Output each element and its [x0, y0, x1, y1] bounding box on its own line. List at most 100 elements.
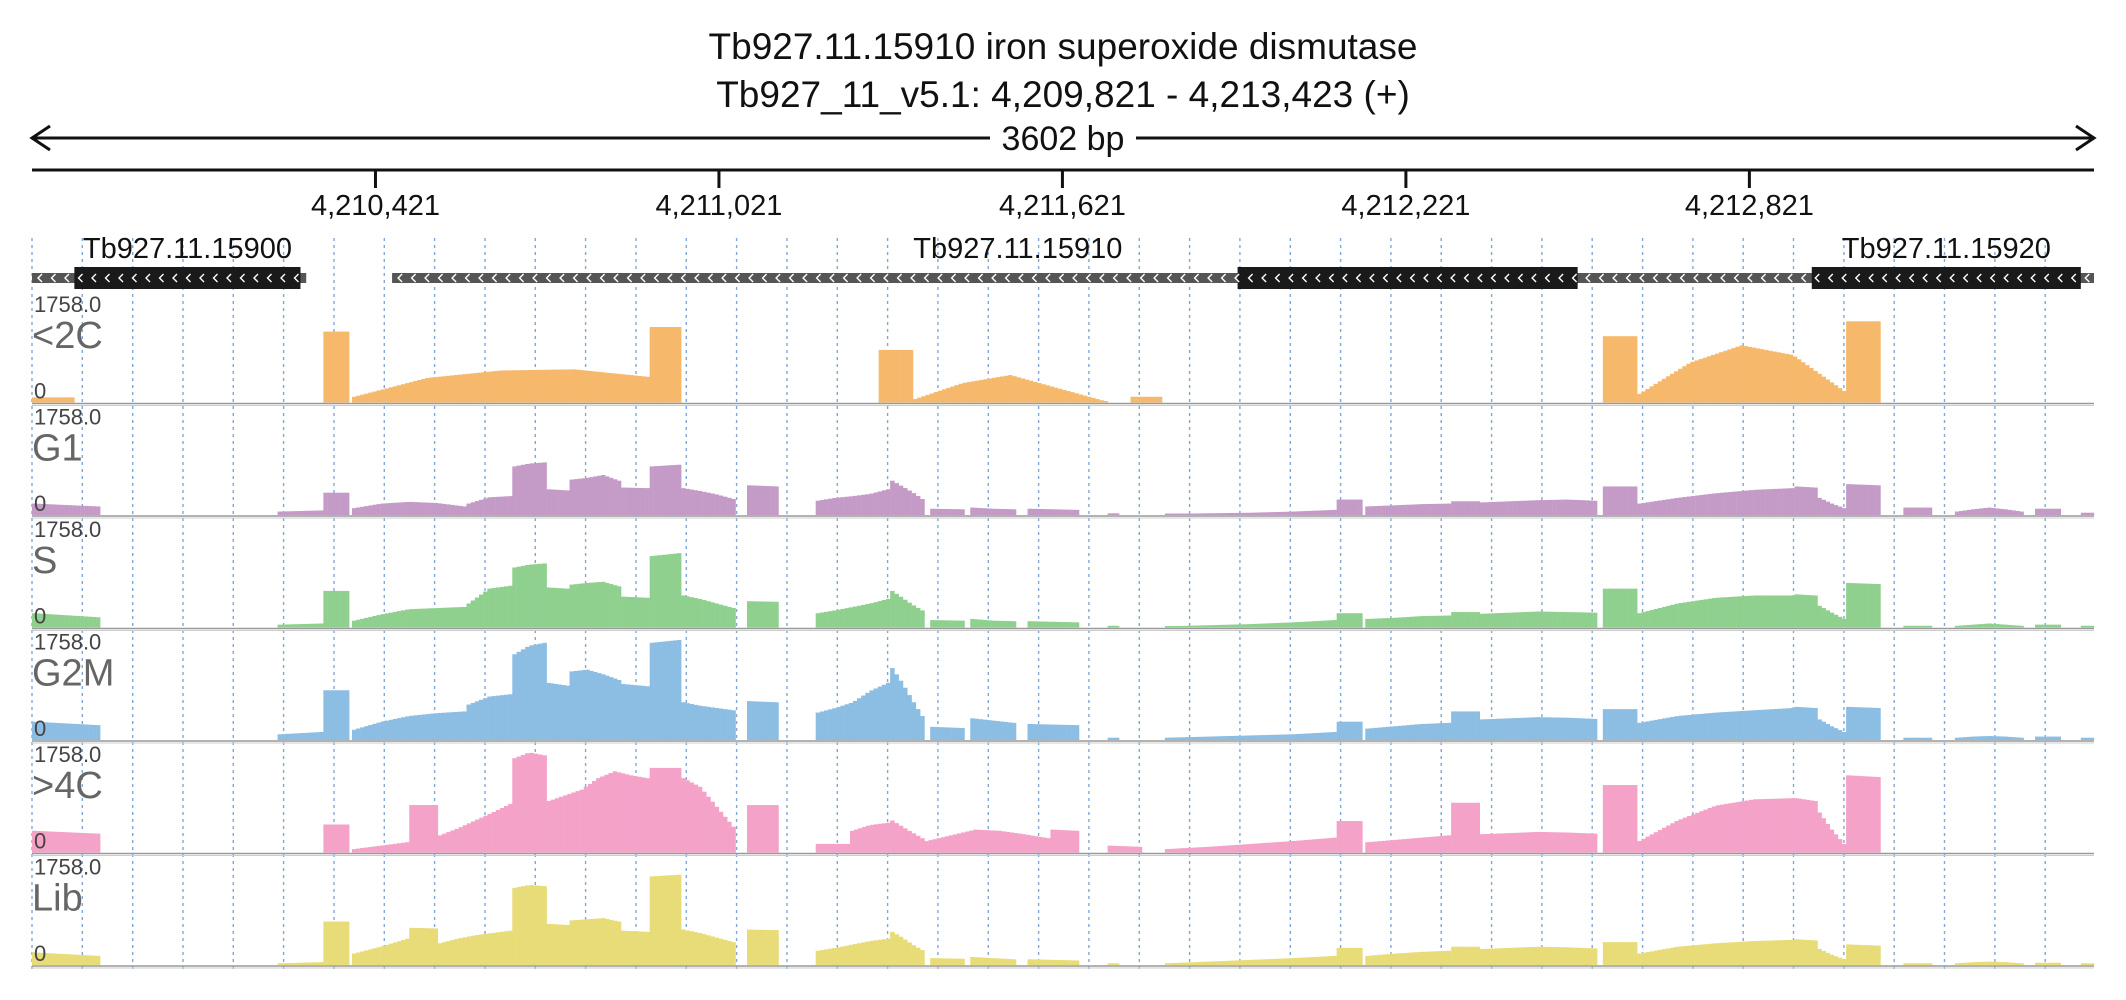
coverage-bar: [1213, 846, 1219, 853]
coverage-bar: [1328, 956, 1333, 965]
coverage-bar: [1332, 509, 1337, 515]
coverage-bar: [1761, 709, 1766, 740]
coverage-bar: [319, 962, 324, 965]
coverage-bar: [890, 931, 895, 965]
coverage-bar: [1451, 946, 1456, 965]
coverage-bar: [617, 679, 622, 740]
coverage-bar: [774, 930, 779, 965]
coverage-bar: [364, 847, 369, 853]
coverage-bar: [1389, 726, 1395, 740]
coverage-bar: [294, 733, 299, 740]
coverage-bar: [392, 843, 398, 853]
coverage-bar: [1263, 959, 1268, 965]
coverage-bar: [952, 834, 958, 853]
strand-arrow: [977, 273, 984, 283]
coverage-bar: [417, 608, 422, 628]
strand-arrow: [1747, 273, 1753, 283]
coverage-bar: [1564, 832, 1570, 853]
coverage-bar: [80, 616, 85, 628]
coverage-bar: [1389, 840, 1395, 853]
coverage-bar: [1796, 359, 1802, 403]
coverage-bar: [878, 823, 883, 853]
coverage-bar: [1682, 715, 1688, 740]
coverage-bar: [1197, 961, 1202, 965]
coverage-bar: [1451, 802, 1456, 853]
coverage-bar: [561, 685, 566, 740]
coverage-bar: [1504, 833, 1509, 853]
coverage-bar: [1336, 499, 1342, 515]
coverage-bar: [1564, 612, 1570, 628]
coverage-bar: [1649, 501, 1654, 515]
strand-arrow: [586, 273, 592, 283]
coverage-bar: [1039, 959, 1044, 965]
strand-arrow: [896, 273, 903, 283]
coverage-bar: [657, 465, 662, 515]
coverage-bar: [1544, 717, 1549, 740]
coverage-bar: [750, 485, 756, 515]
coverage-bar: [828, 611, 833, 628]
coverage-bar: [681, 929, 686, 965]
coverage-bar: [1504, 718, 1509, 740]
coverage-bar: [637, 931, 642, 965]
coverage-bar: [844, 608, 850, 628]
strand-arrow: [599, 273, 606, 283]
coverage-bar: [1222, 736, 1227, 740]
coverage-bar: [1340, 821, 1346, 853]
coverage-bar: [1055, 509, 1060, 515]
coverage-bar: [1308, 839, 1313, 853]
coverage-bar: [1589, 833, 1594, 853]
coverage-bar: [1674, 946, 1679, 965]
coverage-bar: [1620, 588, 1625, 628]
coverage-bar: [538, 754, 543, 853]
coverage-bar: [608, 373, 614, 403]
coverage-bar: [1467, 802, 1472, 853]
coverage-bar: [1911, 625, 1916, 628]
coverage-bar: [1749, 710, 1754, 740]
coverage-bar: [1027, 621, 1032, 628]
coverage-bar: [815, 950, 821, 965]
coverage-bar: [445, 375, 451, 403]
coverage-bar: [538, 563, 543, 628]
coverage-bar: [852, 944, 858, 965]
coverage-bar: [454, 711, 459, 740]
coverage-bar: [384, 720, 390, 740]
coverage-bar: [56, 504, 61, 515]
coverage-bar: [80, 832, 85, 853]
coverage-bar: [577, 670, 582, 740]
coverage-bar: [982, 957, 988, 965]
coverage-bar: [986, 957, 992, 965]
coverage-bar: [487, 696, 492, 740]
coverage-bar: [718, 811, 724, 853]
coverage-bar: [991, 377, 997, 403]
coverage-bar: [1584, 718, 1590, 740]
coverage-bar: [1218, 513, 1223, 515]
coverage-bar: [1611, 709, 1616, 740]
coverage-bar: [633, 776, 638, 853]
axis-tick-label: 4,211,621: [999, 190, 1126, 222]
coverage-bar: [1059, 509, 1064, 515]
coverage-bar: [1628, 785, 1634, 853]
coverage-bar: [1320, 620, 1325, 628]
coverage-bar: [1798, 798, 1803, 853]
coverage-bar: [466, 823, 472, 853]
coverage-bar: [1958, 963, 1964, 965]
coverage-bar: [1246, 959, 1252, 965]
coverage-bar: [665, 327, 670, 403]
coverage-bar: [1508, 718, 1513, 740]
coverage-bar: [1031, 959, 1036, 965]
coverage-bar: [828, 498, 833, 515]
coverage-bar: [1867, 707, 1873, 740]
coverage-bar: [1740, 941, 1746, 965]
coverage-bar: [298, 511, 303, 515]
coverage-bar: [401, 502, 406, 515]
coverage-bar: [1107, 845, 1113, 853]
coverage-bar: [52, 953, 57, 965]
coverage-bar: [542, 642, 547, 740]
coverage-bar: [277, 511, 282, 515]
coverage-bar: [1768, 350, 1773, 403]
coverage-bar: [1467, 501, 1472, 515]
coverage-bar: [641, 376, 646, 403]
coverage-bar: [52, 614, 57, 628]
coverage-bar: [1794, 486, 1799, 515]
coverage-bar: [1295, 511, 1301, 515]
